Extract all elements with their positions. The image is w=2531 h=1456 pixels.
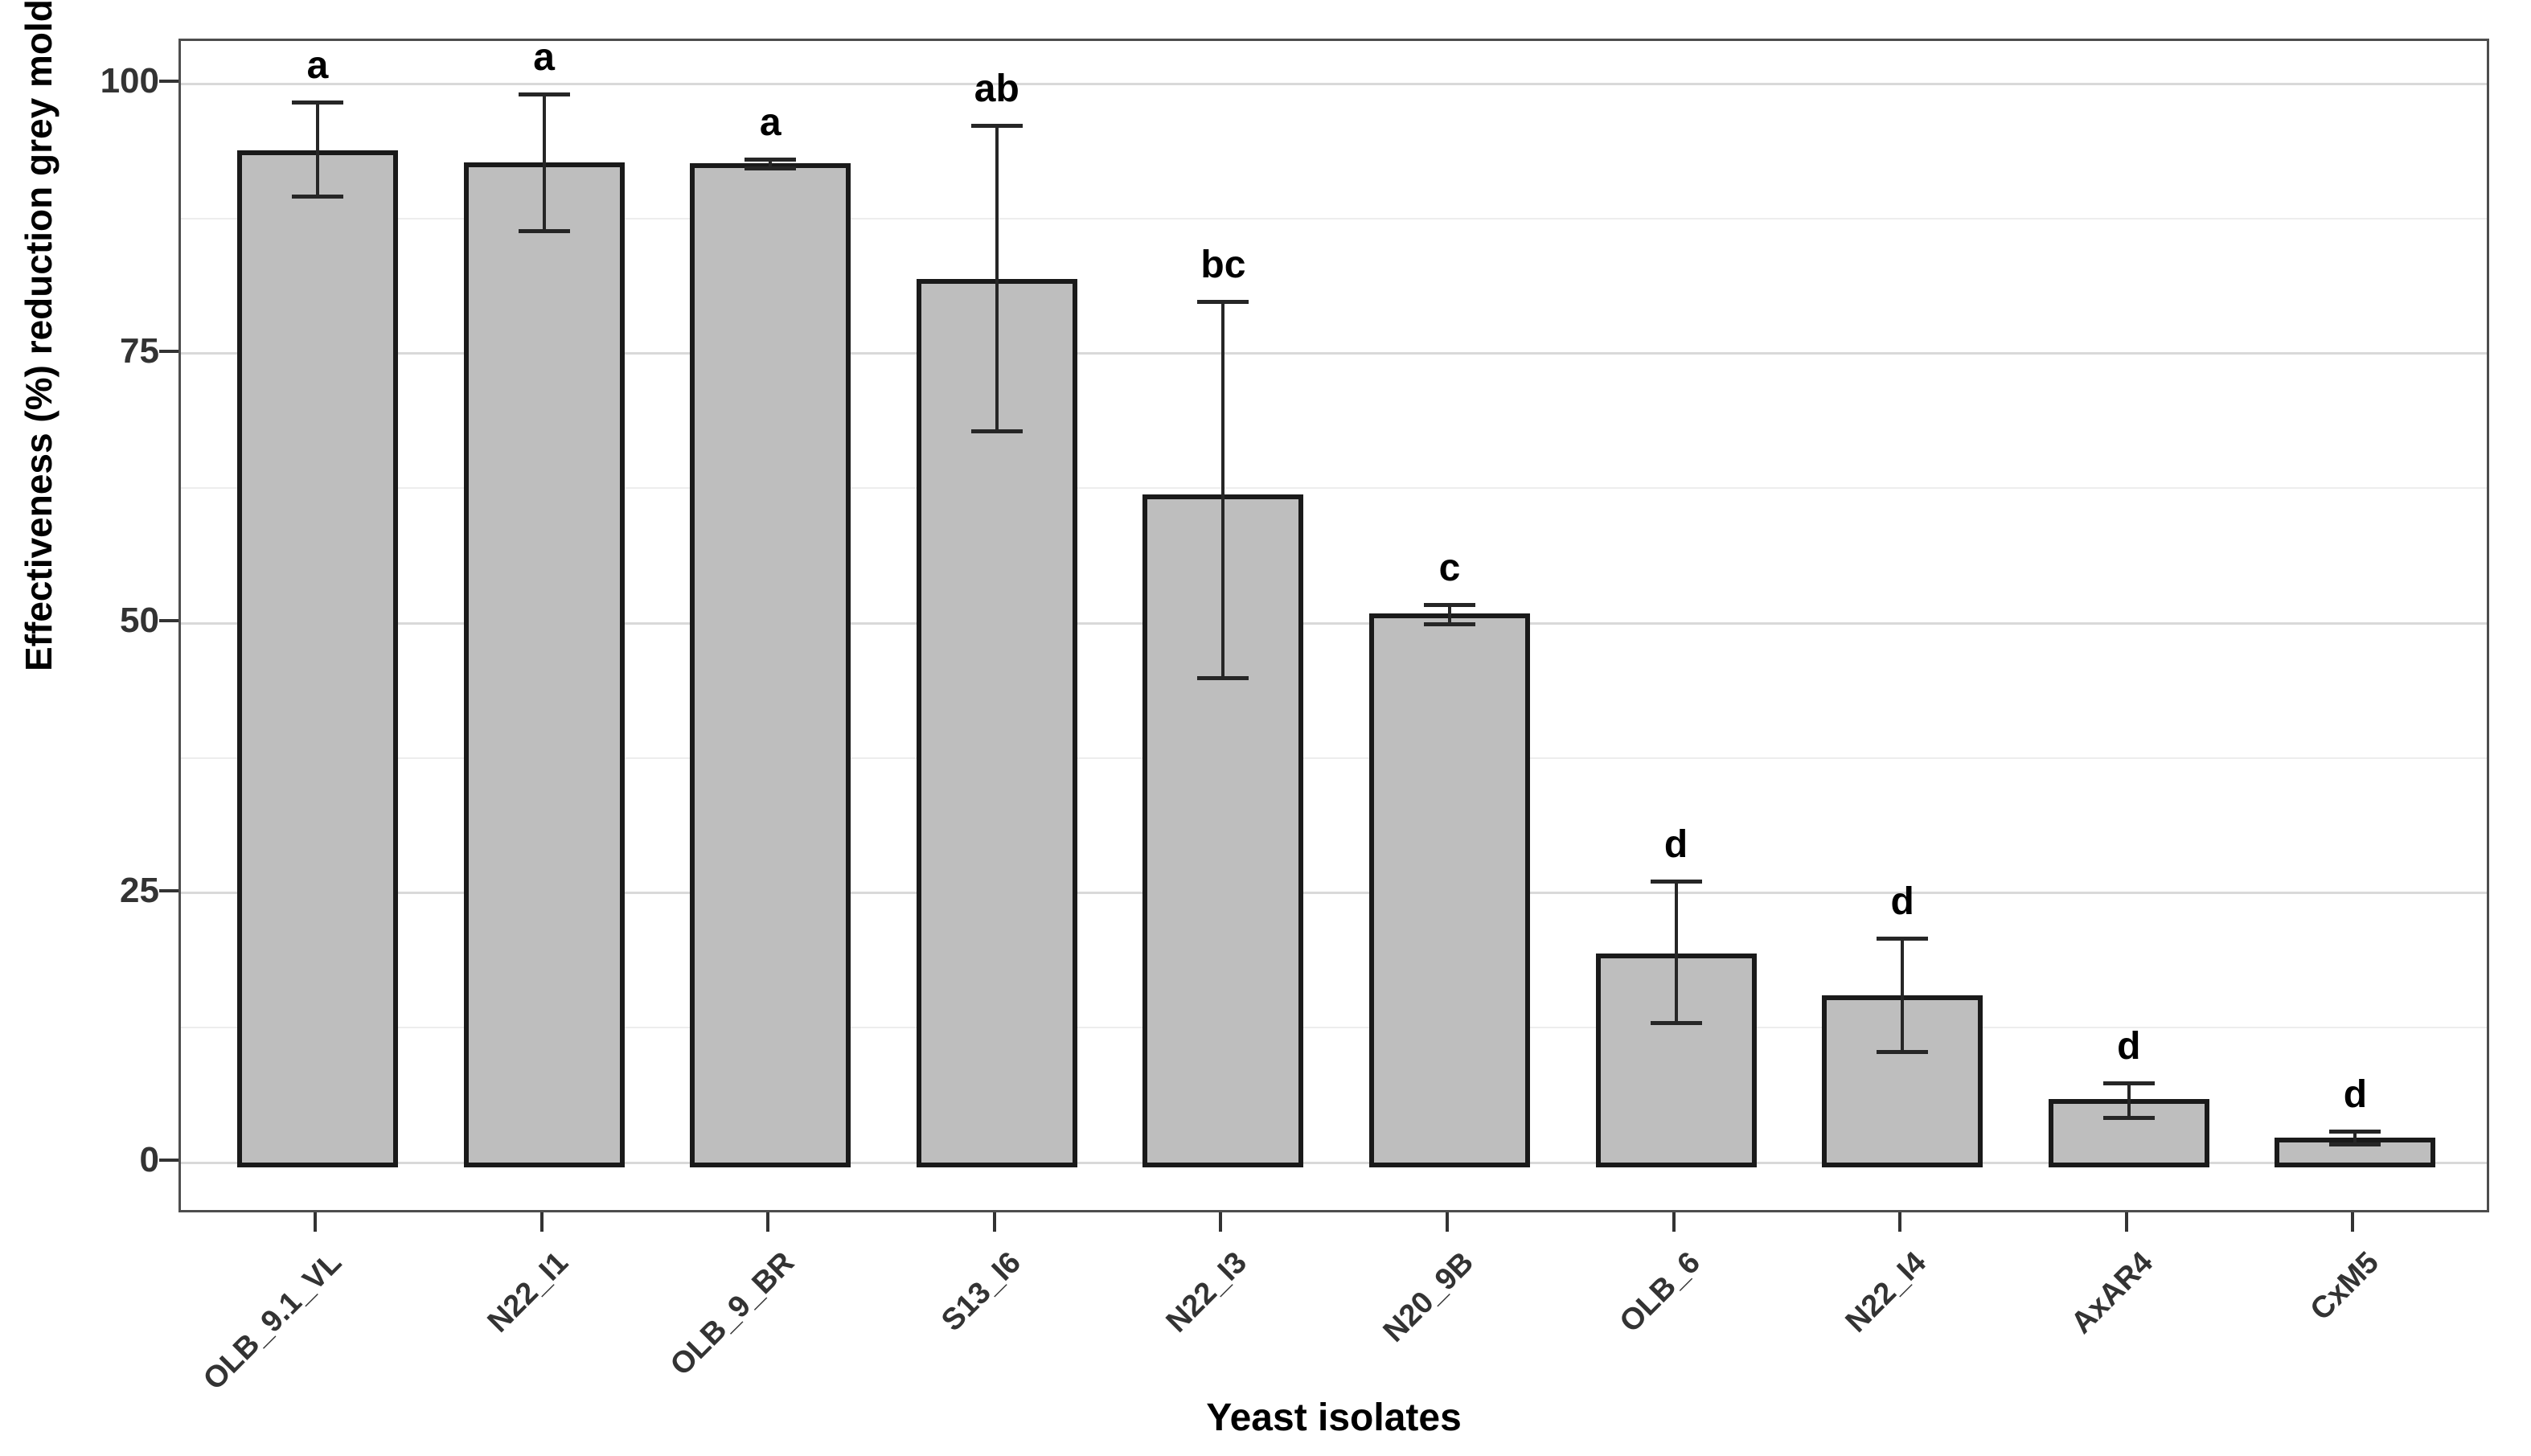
y-tick-label: 25 [120, 870, 159, 910]
major-gridline [181, 82, 2487, 85]
x-tick-mark [2351, 1212, 2355, 1232]
major-gridline [181, 352, 2487, 355]
error-bar-line [316, 101, 319, 196]
significance-letter: a [306, 43, 329, 87]
bar-CxM5 [2275, 1138, 2436, 1167]
error-bar-cap-top [2102, 1081, 2155, 1085]
minor-gridline [181, 487, 2487, 490]
x-axis-title: Yeast isolates [1206, 1397, 1462, 1439]
error-bar-cap-top [1877, 936, 1929, 941]
error-bar-cap-top [518, 92, 570, 97]
error-bar-cap-top [2329, 1130, 2381, 1134]
y-tick-mark [159, 619, 178, 622]
minor-gridline [181, 757, 2487, 759]
significance-letter: ab [974, 68, 1019, 111]
error-bar-cap-bottom [1877, 1049, 1929, 1054]
error-bar-cap-bottom [1650, 1020, 1702, 1025]
significance-letter: c [1438, 547, 1461, 590]
significance-letter: d [2343, 1073, 2368, 1117]
significance-letter: a [533, 36, 555, 80]
significance-letter: d [1663, 822, 1688, 866]
error-bar-line [2127, 1082, 2131, 1118]
significance-letter: d [1890, 880, 1914, 923]
y-tick-label: 50 [120, 601, 159, 640]
error-bar-line [542, 94, 546, 231]
error-bar-line [1674, 880, 1678, 1023]
error-bar-cap-bottom [518, 228, 570, 233]
bar-N22_I1 [463, 162, 625, 1167]
x-tick-mark [1446, 1212, 1449, 1232]
significance-letter: d [2117, 1024, 2141, 1068]
x-tick-mark [766, 1212, 770, 1232]
major-gridline [181, 621, 2487, 625]
error-bar-cap-top [1424, 603, 1475, 608]
error-bar-line [769, 158, 773, 168]
error-bar-cap-bottom [292, 194, 343, 199]
error-bar-cap-top [1650, 879, 1702, 884]
y-tick-mark [159, 888, 178, 892]
error-bar-line [1901, 937, 1905, 1052]
x-tick-mark [2124, 1212, 2128, 1232]
error-bar-line [2353, 1131, 2357, 1145]
major-gridline [181, 892, 2487, 894]
x-tick-mark [1219, 1212, 1223, 1232]
y-tick-mark [159, 349, 178, 353]
error-bar-cap-top [970, 124, 1023, 129]
x-tick-mark [992, 1212, 996, 1232]
x-tick-mark [539, 1212, 544, 1232]
error-bar-cap-top [292, 100, 343, 105]
x-tick-mark [1898, 1212, 1902, 1232]
error-bar-cap-bottom [1197, 676, 1249, 681]
y-tick-label: 75 [120, 330, 159, 371]
error-bar-cap-top [745, 157, 797, 162]
error-bar-cap-bottom [745, 166, 797, 170]
bar-N22_I4 [1822, 995, 1983, 1167]
minor-gridline [181, 217, 2487, 219]
error-bar-line [1448, 605, 1451, 625]
bar-OLB_9_BR [690, 163, 851, 1167]
y-tick-label: 100 [100, 61, 159, 100]
significance-letter: bc [1200, 244, 1246, 287]
error-bar-cap-bottom [2329, 1142, 2381, 1147]
plot-panel: a a a ab bc c d d d d [178, 36, 2489, 1212]
y-tick-mark [159, 1159, 178, 1162]
x-tick-mark [314, 1212, 317, 1232]
major-gridline [181, 1161, 2487, 1164]
error-bar-cap-top [1197, 300, 1249, 305]
error-bar-cap-bottom [1424, 622, 1475, 627]
significance-letter: a [759, 100, 781, 144]
bar-N20_9B [1369, 613, 1530, 1167]
error-bar-line [1221, 301, 1225, 679]
x-tick-mark [1672, 1212, 1676, 1232]
y-tick-mark [159, 80, 178, 83]
minor-gridline [181, 1027, 2487, 1029]
error-bar-cap-bottom [2102, 1115, 2155, 1120]
bar-OLB_9.1_VL [237, 150, 398, 1167]
error-bar-cap-bottom [970, 429, 1023, 434]
error-bar-line [995, 125, 999, 432]
y-tick-label: 0 [139, 1140, 159, 1179]
